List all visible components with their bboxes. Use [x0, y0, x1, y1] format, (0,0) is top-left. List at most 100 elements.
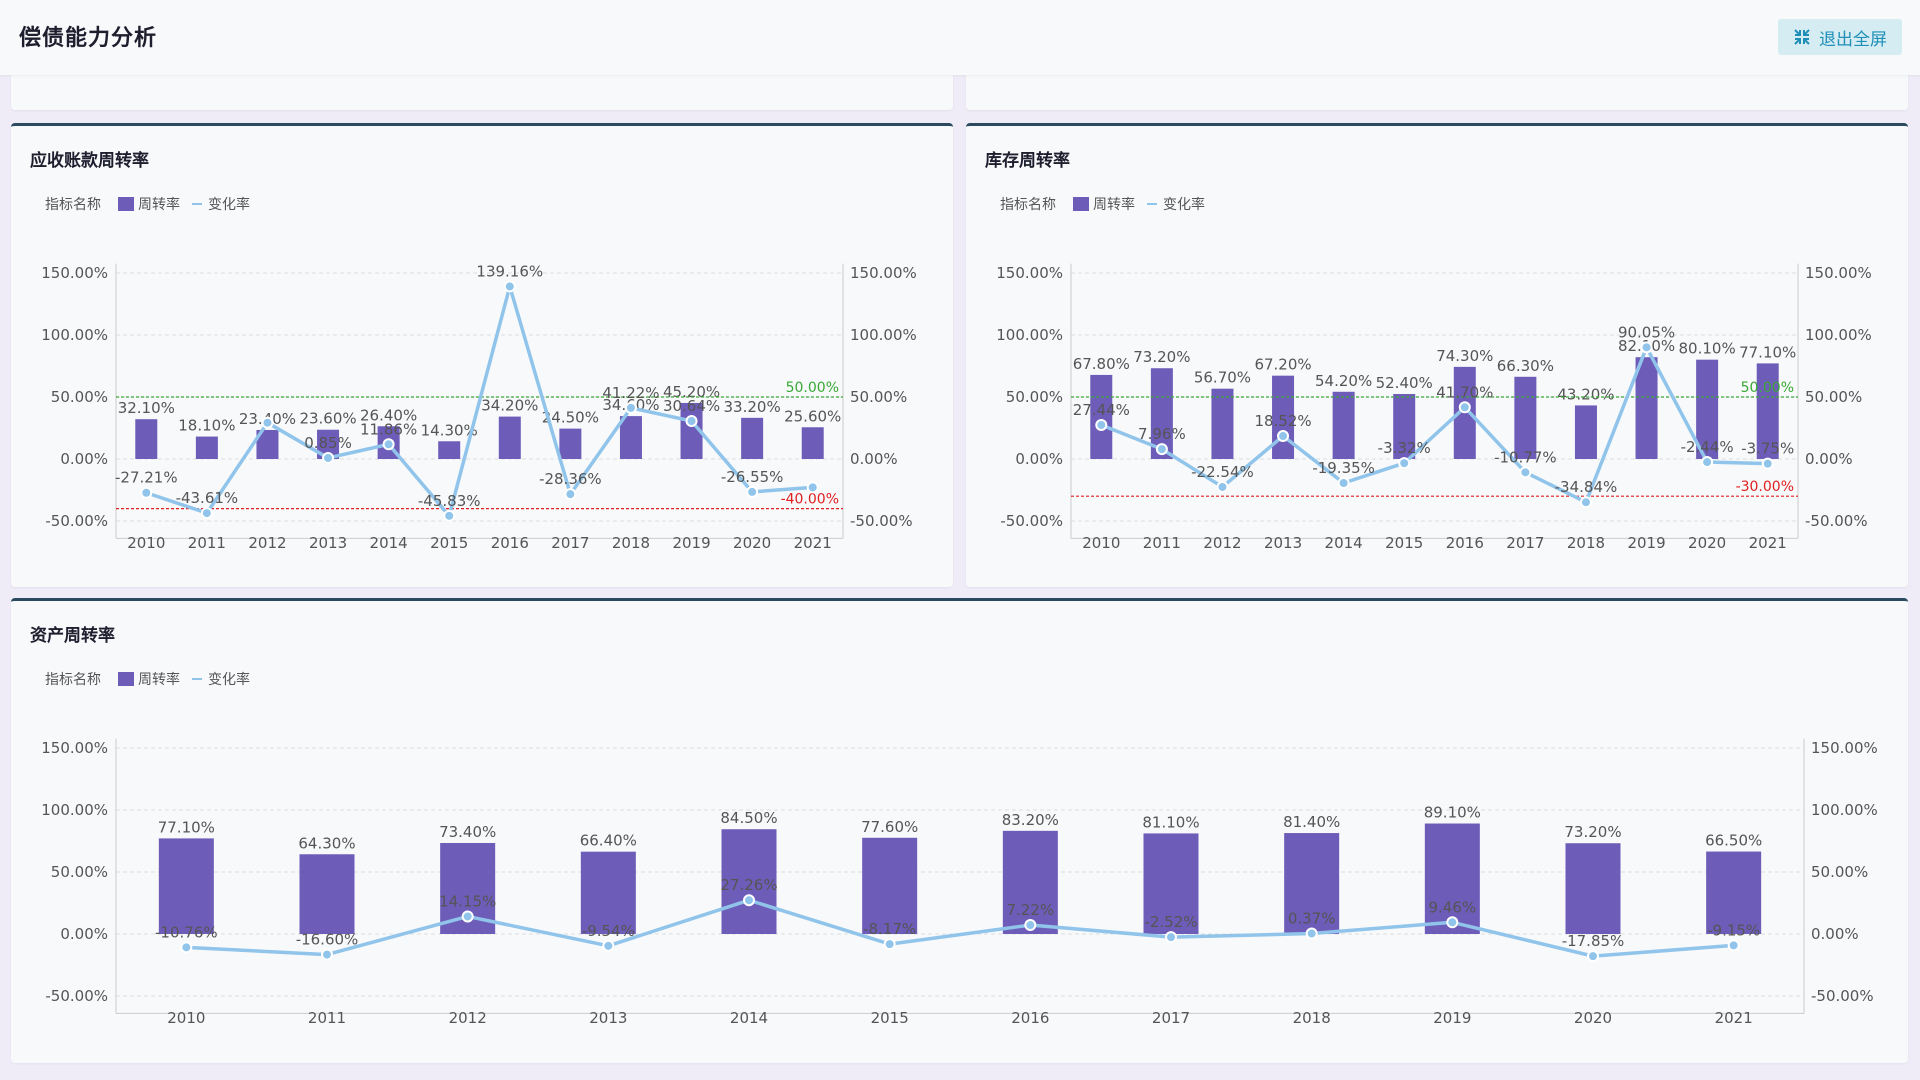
legend-line-label[interactable]: 变化率 [208, 197, 250, 213]
legend-line-label[interactable]: 变化率 [208, 672, 250, 688]
receivables-turnover-chart: 150.00% 150.00% 100.00% 100.00% 50.00% 50.00%… [41, 262, 917, 552]
line-data-label: 9.46% [1429, 898, 1477, 916]
bar [721, 829, 777, 934]
line-data-label: 0.37% [1288, 910, 1336, 928]
line-point [503, 280, 516, 293]
bar-data-label: 52.40% [1376, 374, 1433, 392]
bar [741, 417, 764, 459]
x-tick-label: 2016 [491, 534, 529, 552]
bar [801, 427, 824, 459]
line-data-label: -2.44% [1681, 438, 1734, 456]
page-header: 偿债能力分析 退出全屏 [0, 0, 1920, 75]
bar [135, 419, 158, 459]
line-point [624, 401, 637, 414]
bar [195, 436, 218, 459]
bar [438, 441, 461, 459]
asset-turnover-panel: 资产周转率 指标名称 周转率 变化率 150.00% 150.00% 100.00%… [11, 598, 1908, 1063]
bar [559, 428, 582, 459]
x-tick-label: 2019 [1627, 534, 1665, 552]
bar-data-label: 18.10% [178, 417, 235, 435]
x-tick-label: 2014 [730, 1009, 768, 1027]
y-tick-label: 50.00% [51, 388, 108, 406]
legend-bar-label[interactable]: 周转率 [1093, 197, 1135, 213]
y2-tick-label: -50.00% [1811, 987, 1874, 1005]
x-tick-label: 2012 [449, 1009, 487, 1027]
line-point [1640, 341, 1653, 354]
line-data-label: -19.35% [1312, 459, 1375, 477]
x-tick-label: 2011 [1143, 534, 1181, 552]
legend-bar-label[interactable]: 周转率 [138, 672, 180, 688]
change-rate-line [186, 898, 1734, 958]
y2-tick-label: 0.00% [1805, 450, 1853, 468]
line-point [1701, 456, 1714, 469]
bar-data-label: 66.40% [580, 832, 637, 850]
x-tick-label: 2018 [1293, 1009, 1331, 1027]
inventory-turnover-chart: 150.00% 150.00% 100.00% 100.00% 50.00% 50.00%… [996, 263, 1872, 552]
legend-line-swatch[interactable] [1147, 203, 1157, 205]
line-point [602, 939, 615, 952]
bar-data-label: 66.50% [1705, 832, 1762, 850]
legend-line-swatch[interactable] [192, 203, 202, 205]
x-tick-label: 2011 [308, 1009, 346, 1027]
line-point [564, 488, 577, 501]
bar [498, 416, 521, 459]
change-rate-line [1100, 345, 1768, 504]
reference-line-label: 50.00% [1741, 380, 1794, 396]
y-tick-label: -50.00% [45, 987, 108, 1005]
line-data-label: -16.60% [296, 931, 359, 949]
line-data-label: -3.75% [1741, 440, 1794, 458]
legend-bar-swatch[interactable] [118, 197, 134, 211]
x-tick-label: 2013 [1264, 534, 1302, 552]
asset-turnover-chart: 150.00% 150.00% 100.00% 100.00% 50.00% 50.00%… [41, 738, 1878, 1027]
y2-tick-label: 100.00% [1805, 326, 1872, 344]
legend-line-label[interactable]: 变化率 [1163, 197, 1205, 213]
x-tick-label: 2010 [127, 534, 165, 552]
bar-data-label: 83.20% [1002, 811, 1059, 829]
panel-title: 资产周转率 [30, 626, 115, 646]
y-tick-label: 150.00% [41, 264, 108, 282]
page-title: 偿债能力分析 [19, 26, 158, 51]
line-data-label: -27.21% [115, 469, 178, 487]
x-tick-label: 2020 [1574, 1009, 1612, 1027]
x-tick-label: 2019 [672, 534, 710, 552]
line-data-label: 18.52% [1254, 412, 1311, 430]
legend-name: 指标名称 [1000, 197, 1056, 213]
bar [1211, 388, 1234, 459]
legend-line-swatch[interactable] [192, 678, 202, 680]
bar-data-label: 23.60% [299, 410, 356, 428]
bar-data-label: 77.60% [861, 818, 918, 836]
y2-tick-label: 50.00% [850, 388, 907, 406]
line-point [743, 894, 755, 907]
y2-tick-label: 50.00% [1811, 863, 1868, 881]
y-tick-label: 150.00% [996, 264, 1063, 282]
line-data-label: 7.96% [1138, 425, 1186, 443]
line-data-label: 41.22% [602, 384, 659, 402]
x-tick-label: 2020 [1688, 534, 1726, 552]
bar-data-label: 64.30% [298, 834, 355, 852]
y-tick-label: 100.00% [41, 326, 108, 344]
reference-line-label: 50.00% [786, 380, 839, 396]
reference-line-label: -30.00% [1736, 479, 1794, 495]
legend-bar-swatch[interactable] [1073, 197, 1089, 211]
x-tick-label: 2016 [1011, 1009, 1049, 1027]
bar [256, 429, 279, 459]
y-tick-label: -50.00% [1000, 512, 1063, 530]
bar [1090, 374, 1113, 459]
reference-line-label: -40.00% [781, 492, 839, 508]
bar [862, 837, 918, 934]
line-point [261, 416, 274, 429]
line-data-label: 11.86% [360, 420, 417, 438]
y-tick-label: 50.00% [51, 863, 108, 881]
exit-fullscreen-button[interactable]: 退出全屏 [1778, 19, 1902, 55]
line-point [685, 415, 698, 428]
line-data-label: 30.64% [663, 397, 720, 415]
line-data-label: 7.22% [1007, 901, 1055, 919]
y2-tick-label: 150.00% [850, 264, 917, 282]
x-tick-label: 2012 [248, 534, 286, 552]
line-data-label: -26.55% [721, 468, 784, 486]
line-point [322, 451, 335, 464]
bar-data-label: 67.80% [1073, 355, 1130, 373]
legend-bar-label[interactable]: 周转率 [138, 197, 180, 213]
line-data-label: -17.85% [1562, 932, 1625, 950]
legend-bar-swatch[interactable] [118, 672, 134, 686]
